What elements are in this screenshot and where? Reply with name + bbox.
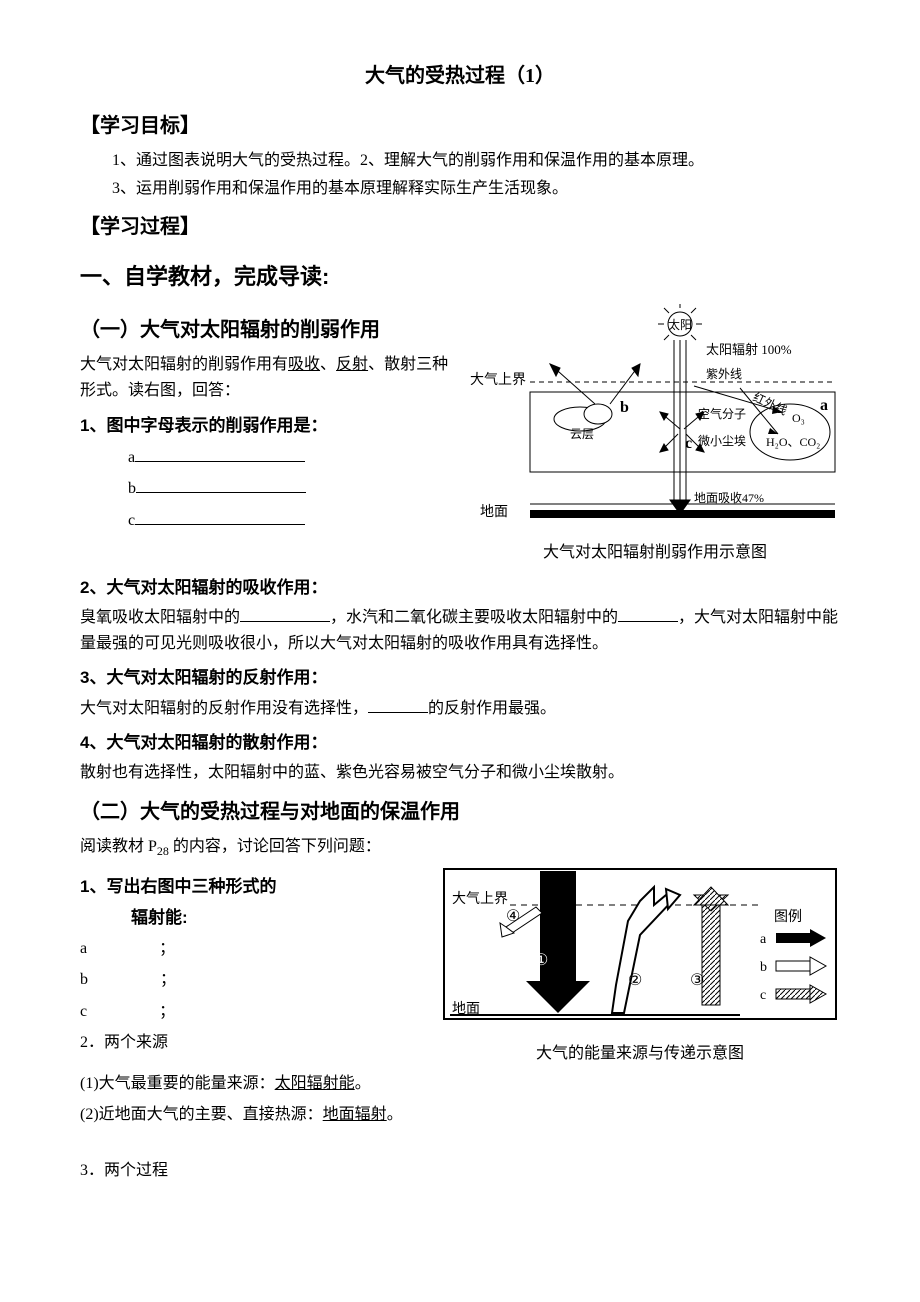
rq1-c: c — [80, 1003, 87, 1020]
o3-label: O₃ — [792, 411, 805, 425]
ground-label: 地面 — [480, 504, 508, 520]
q1-b: b — [128, 480, 136, 497]
q2-mid: ，水汽和二氧化碳主要吸收太阳辐射中的 — [330, 609, 618, 626]
sub1-intro-m1: 、 — [320, 356, 336, 373]
sub2-intro-sub: 28 — [157, 844, 169, 858]
absorb-oval — [750, 404, 830, 460]
q4-heading: 4、大气对太阳辐射的散射作用： — [80, 729, 840, 756]
rq3-heading: 3．两个过程 — [80, 1158, 840, 1184]
q2-body: 臭氧吸收太阳辐射中的，水汽和二氧化碳主要吸收太阳辐射中的，大气对太阳辐射中能量最… — [80, 605, 840, 656]
svg-text:b: b — [760, 960, 767, 975]
dust-label: 微小尘埃 — [698, 434, 746, 448]
rq1-heading-2: 辐射能: — [131, 904, 430, 931]
q1-b-line: b — [128, 476, 460, 502]
figure-2: 大气上界 ① ④ ② — [440, 865, 840, 1067]
q1-c: c — [128, 512, 135, 529]
sub2-intro-pre: 阅读教材 P — [80, 838, 157, 855]
c-label: c — [685, 435, 692, 452]
goals-header: 【学习目标】 — [80, 110, 840, 142]
process-header: 【学习过程】 — [80, 211, 840, 243]
goals-block: 1、通过图表说明大气的受热过程。2、理解大气的削弱作用和保温作用的基本原理。 3… — [112, 148, 840, 201]
air-label: 空气分子 — [698, 406, 746, 421]
b-label: b — [620, 399, 629, 416]
ir-label: 红外线 — [751, 389, 790, 418]
sub1-intro-u2: 反射 — [336, 356, 368, 373]
q3-post: 的反射作用最强。 — [428, 700, 556, 717]
n4-label: ④ — [506, 908, 520, 925]
goal-line-2: 3、运用削弱作用和保温作用的基本原理解释实际生产生活现象。 — [112, 176, 840, 202]
rq2-1-pre: (1)大气最重要的能量来源： — [80, 1075, 275, 1092]
rq1-c-line: c ； — [80, 999, 430, 1025]
rq2-1-u: 太阳辐射能 — [275, 1075, 355, 1092]
page-title: 大气的受热过程（1） — [80, 60, 840, 92]
q1-b-blank — [136, 478, 306, 493]
q4-body: 散射也有选择性，太阳辐射中的蓝、紫色光容易被空气分子和微小尘埃散射。 — [80, 760, 840, 786]
q2-heading: 2、大气对太阳辐射的吸收作用： — [80, 574, 840, 601]
sub1-intro: 大气对太阳辐射的削弱作用有吸收、反射、散射三种形式。读右图，回答： — [80, 352, 460, 403]
sun-icon: 太阳 — [658, 304, 702, 346]
q1-a-line: a — [128, 445, 460, 471]
q3-pre: 大气对太阳辐射的反射作用没有选择性， — [80, 700, 368, 717]
semi-c: ； — [159, 1003, 175, 1020]
c-arrows — [660, 412, 704, 452]
rq2-2-pre: (2)近地面大气的主要、直接热源： — [80, 1106, 323, 1123]
q2-blank2 — [618, 607, 678, 622]
solar-100-label: 太阳辐射 100% — [706, 342, 792, 357]
sub1-intro-u1: 吸收 — [288, 356, 320, 373]
q2-blank1 — [240, 607, 330, 622]
sub2-intro: 阅读教材 P28 的内容，讨论回答下列问题： — [80, 834, 840, 861]
uv-label: 紫外线 — [706, 367, 742, 381]
section-1-heading: 一、自学教材，完成导读: — [80, 259, 840, 294]
q1-a: a — [128, 449, 135, 466]
semi-a: ； — [159, 940, 175, 957]
rq2-1-post: 。 — [355, 1075, 371, 1092]
a-label: a — [820, 397, 828, 414]
svg-text:云层: 云层 — [570, 427, 594, 441]
n3-label: ③ — [690, 972, 704, 989]
svg-text:太阳: 太阳 — [668, 317, 692, 332]
sub1-intro-pre: 大气对太阳辐射的削弱作用有 — [80, 356, 288, 373]
subsection-1-heading: （一）大气对太阳辐射的削弱作用 — [80, 314, 460, 346]
rq2-2-u: 地面辐射 — [323, 1106, 387, 1123]
rq2-1: (1)大气最重要的能量来源：太阳辐射能。 — [80, 1071, 840, 1097]
figure-1: 太阳 太阳辐射 100% 紫外线 红外线 大气上界 — [470, 304, 840, 566]
rq1-b: b — [80, 971, 88, 988]
svg-text:a: a — [760, 932, 767, 947]
goal-line-1: 1、通过图表说明大气的受热过程。2、理解大气的削弱作用和保温作用的基本原理。 — [112, 148, 840, 174]
rq1-a: a — [80, 940, 87, 957]
rq2-heading: 2．两个来源 — [80, 1030, 430, 1056]
cloud-icon: 云层 — [554, 404, 612, 441]
q1-c-line: c — [128, 508, 460, 534]
fig2-upper-label: 大气上界 — [452, 891, 508, 907]
q1-c-blank — [135, 510, 305, 525]
svg-text:c: c — [760, 988, 766, 1003]
sub2-intro-post: 的内容，讨论回答下列问题： — [169, 838, 381, 855]
rq1-a-line: a ； — [80, 936, 430, 962]
semi-b: ； — [160, 971, 176, 988]
rq1-b-line: b ； — [80, 967, 430, 993]
q3-heading: 3、大气对太阳辐射的反射作用： — [80, 664, 840, 691]
absorb47-label: 地面吸收47% — [694, 491, 764, 505]
n1-label: ① — [534, 952, 548, 969]
rq1-heading: 1、写出右图中三种形式的 — [80, 873, 430, 900]
h2oco2-label: H₂O、CO₂ — [766, 435, 820, 449]
q1-heading: 1、图中字母表示的削弱作用是： — [80, 412, 460, 439]
figure-1-caption: 大气对太阳辐射削弱作用示意图 — [470, 540, 840, 566]
upper-label: 大气上界 — [470, 372, 526, 388]
legend-title: 图例 — [774, 909, 802, 925]
q3-blank — [368, 697, 428, 712]
q2-pre: 臭氧吸收太阳辐射中的 — [80, 609, 240, 626]
q1-a-blank — [135, 446, 305, 461]
rq2-2-post: 。 — [387, 1106, 403, 1123]
figure-2-caption: 大气的能量来源与传递示意图 — [440, 1041, 840, 1067]
n2-label: ② — [628, 972, 642, 989]
rq2-2: (2)近地面大气的主要、直接热源：地面辐射。 — [80, 1102, 840, 1128]
subsection-2-heading: （二）大气的受热过程与对地面的保温作用 — [80, 796, 840, 828]
q3-body: 大气对太阳辐射的反射作用没有选择性， 的反射作用最强。 — [80, 696, 840, 722]
b-arrows — [550, 364, 640, 404]
